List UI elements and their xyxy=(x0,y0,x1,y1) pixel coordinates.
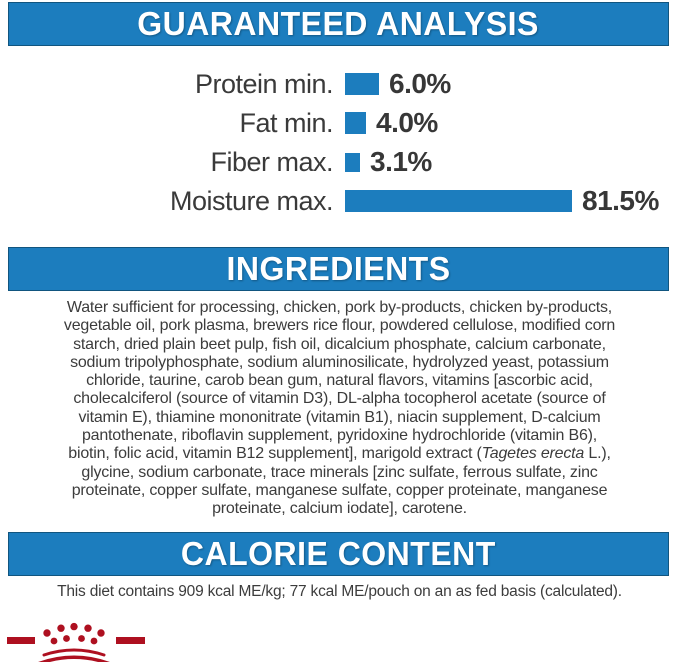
ingredients-latin-name: Tagetes erecta xyxy=(481,445,585,463)
analysis-row: Protein min. 6.0% xyxy=(0,68,679,99)
ingredients-line: chloride, taurine, carob bean gum, natur… xyxy=(86,372,593,390)
ingredients-line: sodium tripolyphosphate, sodium aluminos… xyxy=(70,353,609,371)
calorie-content-header: CALORIE CONTENT xyxy=(8,532,669,576)
analysis-bar xyxy=(345,112,366,134)
analysis-row: Fat min. 4.0% xyxy=(0,107,679,138)
analysis-value: 81.5% xyxy=(582,185,659,216)
calorie-content-title: CALORIE CONTENT xyxy=(181,535,496,572)
ingredients-line: proteinate, copper sulfate, manganese su… xyxy=(71,481,608,499)
analysis-bar xyxy=(345,190,572,212)
analysis-row: Fiber max. 3.1% xyxy=(0,146,679,177)
analysis-value: 3.1% xyxy=(370,146,432,177)
analysis-row: Moisture max. 81.5% xyxy=(0,185,679,216)
ingredients-text: Water sufficient for processing, chicken… xyxy=(0,299,679,519)
royal-canin-crown-logo xyxy=(7,622,145,662)
analysis-label: Fat min. xyxy=(239,107,333,138)
analysis-value: 4.0% xyxy=(376,107,438,138)
guaranteed-analysis-title: GUARANTEED ANALYSIS xyxy=(137,5,540,42)
guaranteed-analysis-header: GUARANTEED ANALYSIS xyxy=(8,2,669,46)
ingredients-line: starch, dried plain beet pulp, fish oil,… xyxy=(73,335,606,353)
ingredients-header: INGREDIENTS xyxy=(8,247,669,291)
ingredients-line: pantothenate, riboflavin supplement, pyr… xyxy=(81,427,598,445)
analysis-bar xyxy=(345,152,360,172)
analysis-label: Protein min. xyxy=(194,68,334,99)
analysis-bar xyxy=(345,73,379,95)
ingredients-line: proteinate, calcium iodate], carotene. xyxy=(212,500,467,518)
analysis-value: 6.0% xyxy=(389,68,451,99)
calorie-content-text: This diet contains 909 kcal ME/kg; 77 kc… xyxy=(57,583,622,600)
ingredients-line: vitamin E), thiamine mononitrate (vitami… xyxy=(78,408,601,426)
logo-right-bar xyxy=(116,637,145,644)
analysis-label: Fiber max. xyxy=(210,146,333,177)
logo-left-bar xyxy=(7,637,35,644)
ingredients-line: vegetable oil, pork plasma, brewers rice… xyxy=(63,317,616,335)
ingredients-line: glycine, sodium carbonate, trace mineral… xyxy=(81,463,598,481)
ingredients-line: biotin, folic acid, vitamin B12 suppleme… xyxy=(68,445,611,463)
ingredients-line: cholecalciferol (source of vitamin D3), … xyxy=(73,390,606,408)
analysis-label: Moisture max. xyxy=(169,185,334,216)
ingredients-line: Water sufficient for processing, chicken… xyxy=(66,299,613,316)
ingredients-title: INGREDIENTS xyxy=(226,250,451,287)
